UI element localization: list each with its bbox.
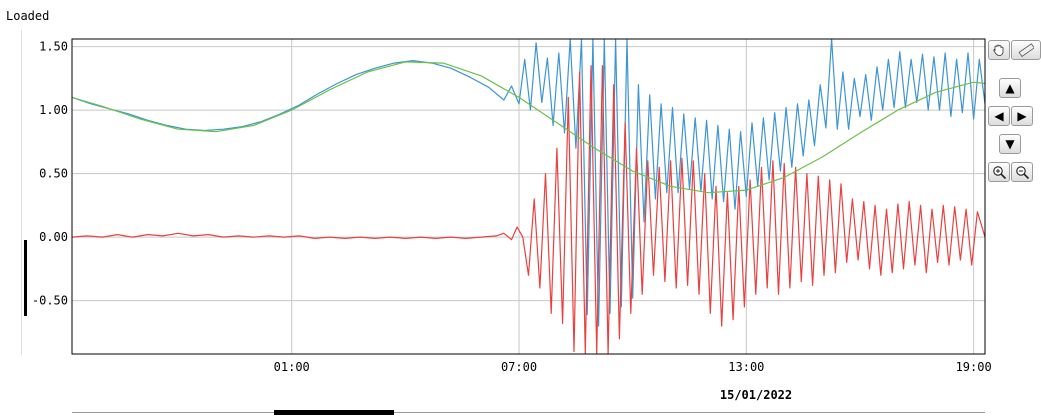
zoom-out-icon[interactable]	[1011, 162, 1033, 182]
series-line-blue	[72, 39, 985, 327]
y-axis: 1.50 1.00 0.50 0.00 -0.50	[32, 40, 68, 308]
chart-toolbar: ▲ ◀ ▶ ▼	[987, 38, 1041, 188]
y-tick-label: 0.50	[39, 167, 68, 181]
arrow-down-icon[interactable]: ▼	[999, 134, 1021, 154]
y-tick-label: -0.50	[32, 294, 68, 308]
series-line-green	[72, 61, 985, 194]
plot-frame	[71, 38, 986, 355]
left-resize-handle[interactable]	[24, 240, 27, 316]
x-tick-label: 01:00	[274, 360, 310, 374]
y-tick-label: 0.00	[39, 230, 68, 244]
x-tick-label: 07:00	[501, 360, 537, 374]
status-text: Loaded	[6, 9, 50, 23]
x-tick-label: 13:00	[728, 360, 764, 374]
series-group	[72, 39, 985, 354]
zoom-in-icon[interactable]	[988, 162, 1010, 182]
left-divider	[21, 30, 22, 355]
x-axis: 01:00 07:00 13:00 19:00	[274, 360, 992, 374]
series-line-red	[72, 65, 985, 354]
x-tick-label: 19:00	[956, 360, 992, 374]
y-tick-label: 1.50	[39, 40, 68, 54]
arrow-right-icon[interactable]: ▶	[1011, 106, 1033, 126]
hand-icon[interactable]	[988, 40, 1010, 60]
scrollbar-track	[72, 412, 985, 413]
arrow-up-icon[interactable]: ▲	[999, 78, 1021, 98]
y-tick-label: 1.00	[39, 103, 68, 117]
date-label: 15/01/2022	[720, 388, 792, 402]
ruler-icon[interactable]	[1011, 40, 1041, 60]
scrollbar-thumb[interactable]	[274, 410, 394, 415]
arrow-left-icon[interactable]: ◀	[988, 106, 1010, 126]
grid	[72, 39, 985, 354]
time-scrollbar[interactable]	[72, 409, 985, 418]
